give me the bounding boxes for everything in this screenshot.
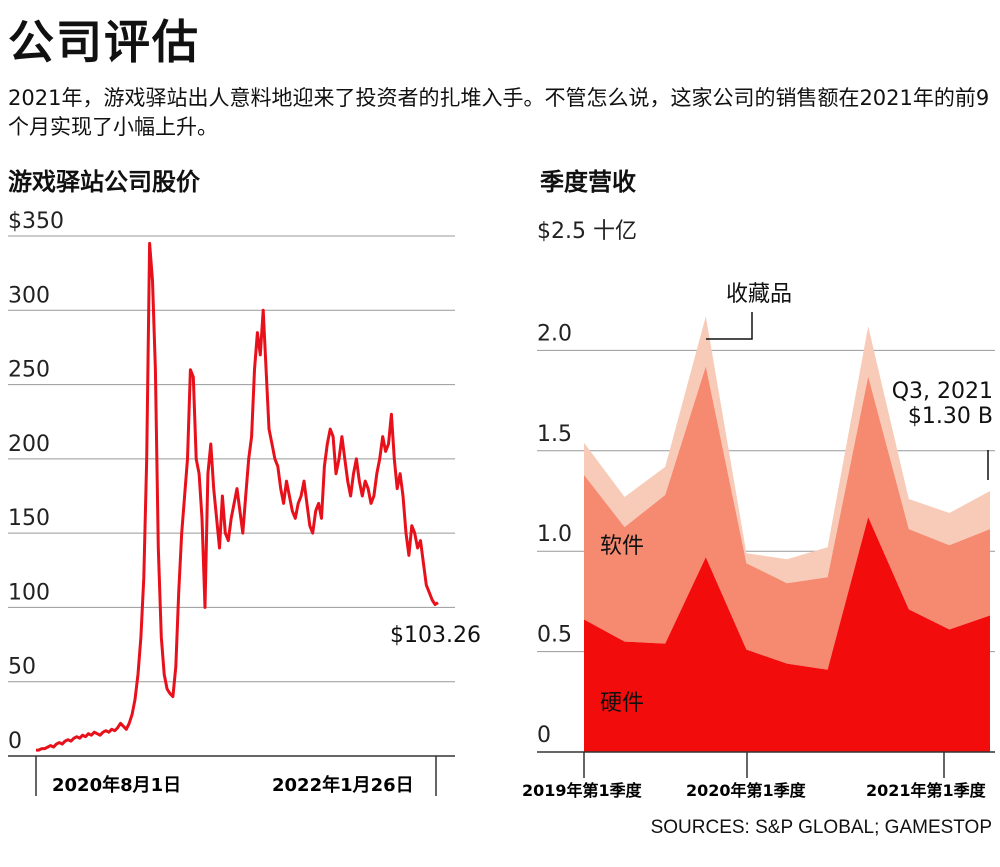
stock-y-tick-label: 0	[8, 729, 22, 754]
stock-y-tick-label: $350	[8, 209, 64, 234]
hardware-label: 硬件	[600, 691, 644, 716]
revenue-y-tick-label: 1.5	[537, 422, 572, 447]
revenue-y-tick-label: 1.0	[537, 522, 572, 547]
stock-y-tick-label: 200	[8, 432, 50, 457]
page-title: 公司评估	[8, 15, 200, 69]
q3-2021-label: Q3, 2021	[892, 379, 993, 404]
stock-x-tick-label: 2020年8月1日	[52, 774, 181, 796]
stock-y-tick-label: 300	[8, 283, 50, 308]
stock-chart-title: 游戏驿站公司股价	[8, 168, 200, 196]
intro-text: 2021年，游戏驿站出人意料地迎来了投资者的扎堆入手。不管怎么说，这家公司的销售…	[8, 86, 990, 139]
stock-y-tick-label: 50	[8, 655, 36, 680]
collectibles-label: 收藏品	[726, 282, 792, 307]
revenue-y-tick-label: 2.0	[537, 321, 572, 346]
stock-x-tick-label: 2022年1月26日	[272, 774, 414, 796]
revenue-y-tick-label: $2.5 十亿	[537, 219, 637, 244]
stock-y-tick-label: 150	[8, 506, 50, 531]
stock-y-tick-label: 250	[8, 358, 50, 383]
revenue-y-tick-label: 0	[537, 723, 551, 748]
q3-2021-value: $1.30 B	[908, 404, 993, 429]
revenue-area-hardware	[584, 517, 990, 752]
stock-price-line	[36, 241, 439, 752]
revenue-x-tick-label: 2020年第1季度	[686, 781, 807, 800]
revenue-x-tick-label: 2019年第1季度	[522, 781, 643, 800]
source-note: SOURCES: S&P GLOBAL; GAMESTOP	[650, 817, 992, 838]
revenue-chart-title: 季度营收	[540, 168, 636, 196]
stock-y-tick-label: 100	[8, 580, 50, 605]
revenue-y-tick-label: 0.5	[537, 623, 572, 648]
revenue-area-software	[584, 366, 990, 670]
software-label: 软件	[600, 534, 644, 559]
collectibles-leader-line	[706, 312, 753, 340]
stock-end-label: $103.26	[390, 623, 481, 648]
revenue-x-tick-label: 2021年第1季度	[866, 781, 987, 800]
